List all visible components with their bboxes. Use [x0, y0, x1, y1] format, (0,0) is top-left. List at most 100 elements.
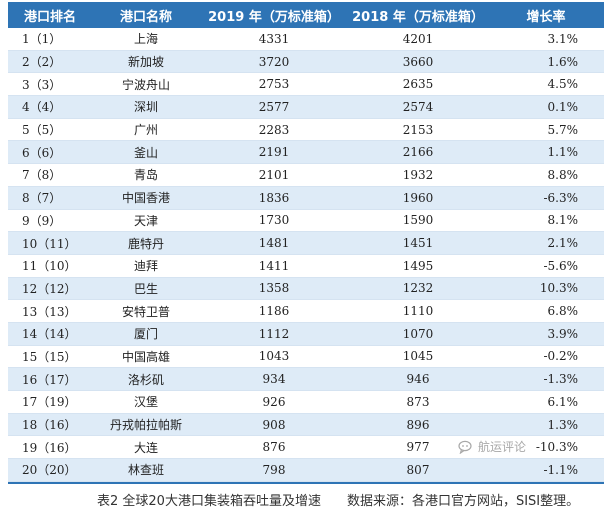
cell-port-name: 迪拜 [92, 254, 200, 278]
table-row: 17（19） 汉堡 926 873 6.1% [8, 390, 604, 414]
port-ranking-table-wrap: 港口排名 港口名称 2019 年（万标准箱） 2018 年（万标准箱） 增长率 … [8, 2, 604, 484]
table-row: 2（2） 新加坡 3720 3660 1.6% [8, 50, 604, 74]
cell-port-name: 中国高雄 [92, 345, 200, 369]
table-row: 6（6） 釜山 2191 2166 1.1% [8, 140, 604, 165]
table-row: 12（12） 巴生 1358 1232 10.3% [8, 277, 604, 301]
cell-rank: 2（2） [8, 50, 92, 74]
cell-port-name: 宁波舟山 [92, 72, 200, 97]
table-row: 13（13） 安特卫普 1186 1110 6.8% [8, 299, 604, 323]
cell-rank: 3（3） [8, 72, 92, 97]
cell-2019: 926 [200, 390, 348, 414]
cell-rank: 5（5） [8, 118, 92, 142]
cell-rank: 6（6） [8, 140, 92, 165]
table-caption: 表2 全球20大港口集装箱吞吐量及增速 数据来源：各港口官方网站，SISI整理。 [97, 490, 579, 509]
cell-growth: 1.1% [488, 140, 604, 165]
cell-rank: 10（11） [8, 231, 92, 255]
cell-growth: -5.6% [488, 254, 604, 278]
cell-2019: 1730 [200, 209, 348, 233]
cell-2018: 2574 [348, 95, 488, 119]
table-row: 16（17） 洛杉矶 934 946 -1.3% [8, 367, 604, 391]
cell-2019: 1836 [200, 186, 348, 210]
header-rank: 港口排名 [8, 2, 92, 28]
cell-growth: -1.1% [488, 458, 604, 482]
cell-2019: 2101 [200, 163, 348, 187]
table-row: 4（4） 深圳 2577 2574 0.1% [8, 95, 604, 119]
table-bottom-rule [8, 481, 604, 484]
cell-rank: 9（9） [8, 209, 92, 233]
table-row: 8（7） 中国香港 1836 1960 -6.3% [8, 186, 604, 210]
cell-growth: 1.3% [488, 413, 604, 437]
cell-port-name: 汉堡 [92, 390, 200, 414]
cell-2019: 908 [200, 413, 348, 437]
cell-2019: 1481 [200, 231, 348, 255]
cell-rank: 15（15） [8, 345, 92, 369]
cell-2018: 873 [348, 390, 488, 414]
cell-growth: 8.8% [488, 163, 604, 187]
cell-2019: 934 [200, 367, 348, 391]
cell-rank: 17（19） [8, 390, 92, 414]
cell-2018: 1932 [348, 163, 488, 187]
table-row: 3（3） 宁波舟山 2753 2635 4.5% [8, 72, 604, 97]
cell-2018: 1590 [348, 209, 488, 233]
cell-port-name: 安特卫普 [92, 299, 200, 323]
cell-2018: 946 [348, 367, 488, 391]
table-row: 5（5） 广州 2283 2153 5.7% [8, 118, 604, 142]
cell-2019: 2191 [200, 140, 348, 165]
table-row: 10（11） 鹿特丹 1481 1451 2.1% [8, 231, 604, 255]
cell-port-name: 深圳 [92, 95, 200, 119]
cell-2019: 1112 [200, 322, 348, 346]
table-row: 14（14） 厦门 1112 1070 3.9% [8, 322, 604, 346]
cell-port-name: 鹿特丹 [92, 231, 200, 255]
cell-rank: 12（12） [8, 277, 92, 301]
cell-2018: 4201 [348, 28, 488, 51]
table-row: 9（9） 天津 1730 1590 8.1% [8, 209, 604, 233]
cell-2018: 1232 [348, 277, 488, 301]
cell-growth: 4.5% [488, 72, 604, 97]
cell-port-name: 新加坡 [92, 50, 200, 74]
cell-port-name: 林查班 [92, 458, 200, 482]
cell-2018: 2635 [348, 72, 488, 97]
table-row: 19（16） 大连 876 977 -10.3% [8, 435, 604, 460]
table-row: 11（10） 迪拜 1411 1495 -5.6% [8, 254, 604, 278]
cell-port-name: 丹戎帕拉帕斯 [92, 413, 200, 437]
cell-growth: 1.6% [488, 50, 604, 74]
table-row: 18（16） 丹戎帕拉帕斯 908 896 1.3% [8, 413, 604, 437]
cell-rank: 11（10） [8, 254, 92, 278]
header-2018: 2018 年（万标准箱） [348, 2, 488, 28]
header-port-name: 港口名称 [92, 2, 200, 28]
cell-2018: 2166 [348, 140, 488, 165]
cell-growth: 6.1% [488, 390, 604, 414]
cell-growth: 6.8% [488, 299, 604, 323]
cell-2019: 1411 [200, 254, 348, 278]
cell-growth: -6.3% [488, 186, 604, 210]
cell-2019: 2283 [200, 118, 348, 142]
cell-rank: 19（16） [8, 435, 92, 460]
cell-port-name: 厦门 [92, 322, 200, 346]
cell-rank: 20（20） [8, 458, 92, 482]
cell-2018: 3660 [348, 50, 488, 74]
cell-rank: 14（14） [8, 322, 92, 346]
cell-rank: 18（16） [8, 413, 92, 437]
cell-port-name: 天津 [92, 209, 200, 233]
chat-bubble-icon [458, 440, 472, 454]
cell-2019: 876 [200, 435, 348, 460]
cell-port-name: 中国香港 [92, 186, 200, 210]
table-row: 1（1） 上海 4331 4201 3.1% [8, 28, 604, 51]
cell-2018: 1045 [348, 345, 488, 369]
cell-port-name: 大连 [92, 435, 200, 460]
table-row: 15（15） 中国高雄 1043 1045 -0.2% [8, 345, 604, 369]
caption-source: 数据来源：各港口官方网站，SISI整理。 [346, 494, 580, 509]
table-row: 20（20） 林查班 798 807 -1.1% [8, 458, 604, 482]
cell-port-name: 广州 [92, 118, 200, 142]
cell-port-name: 洛杉矶 [92, 367, 200, 391]
cell-2018: 977 [348, 435, 488, 460]
cell-2019: 2577 [200, 95, 348, 119]
cell-growth: -1.3% [488, 367, 604, 391]
cell-rank: 7（8） [8, 163, 92, 187]
cell-2018: 807 [348, 458, 488, 482]
cell-growth: 3.9% [488, 322, 604, 346]
header-2019: 2019 年（万标准箱） [200, 2, 348, 28]
cell-2019: 1358 [200, 277, 348, 301]
cell-2018: 1070 [348, 322, 488, 346]
cell-2018: 1110 [348, 299, 488, 323]
